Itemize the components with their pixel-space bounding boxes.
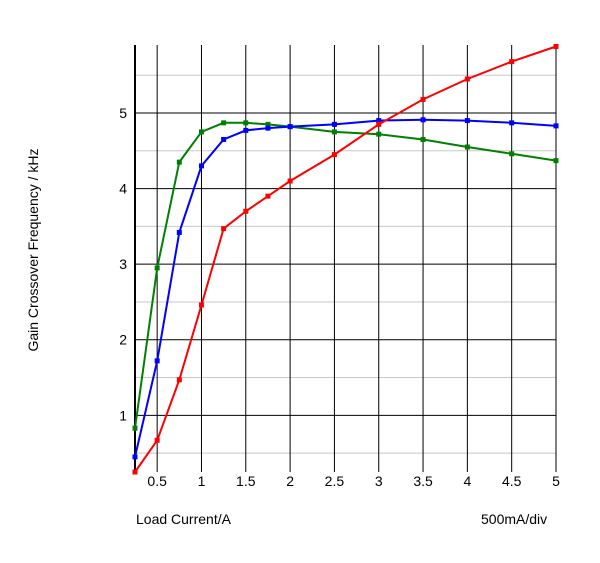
data-point <box>464 144 470 150</box>
data-point <box>509 120 515 126</box>
data-point <box>464 118 470 124</box>
data-point <box>176 377 182 383</box>
data-point <box>376 131 382 137</box>
data-point <box>132 425 138 431</box>
data-point <box>420 136 426 142</box>
data-point <box>331 129 337 135</box>
data-point <box>509 151 515 157</box>
data-point <box>265 125 271 131</box>
y-tick-label: 1 <box>119 407 127 423</box>
grid-lines <box>135 45 557 472</box>
data-point <box>132 454 138 460</box>
data-point <box>154 265 160 271</box>
y-tick-label: 5 <box>119 105 127 121</box>
series-1 <box>132 120 559 431</box>
y-tick-labels: 1 2 3 4 5 <box>119 105 127 423</box>
y-tick-label: 4 <box>119 181 127 197</box>
data-point <box>464 76 470 82</box>
data-point <box>198 302 204 308</box>
data-point <box>176 159 182 165</box>
x-scale-note: 500mA/div <box>481 511 548 527</box>
data-point <box>553 44 559 50</box>
data-point <box>198 129 204 135</box>
data-point <box>221 120 227 126</box>
x-tick-label: 3 <box>375 473 383 489</box>
data-point <box>243 120 249 126</box>
x-tick-label: 1 <box>198 473 206 489</box>
x-tick-label: 4.5 <box>502 473 522 489</box>
data-point <box>287 124 293 130</box>
data-point <box>287 178 293 184</box>
data-point <box>221 136 227 142</box>
data-point <box>154 358 160 364</box>
data-point <box>376 118 382 124</box>
data-point <box>553 158 559 164</box>
data-point <box>265 121 271 127</box>
x-tick-label: 2.5 <box>325 473 345 489</box>
x-tick-labels: 0.5 1 1.5 2 2.5 3 3.5 4 4.5 5 <box>147 473 560 489</box>
data-point <box>176 229 182 235</box>
series-line <box>134 45 557 473</box>
series-line <box>134 118 557 458</box>
y-axis-title: Gain Crossover Frequency / kHz <box>25 148 41 352</box>
data-point <box>376 121 382 127</box>
data-point <box>132 469 138 475</box>
y-tick-label: 2 <box>119 332 127 348</box>
data-point <box>154 437 160 443</box>
data-point <box>420 96 426 102</box>
x-axis-title: Load Current/A <box>136 511 231 527</box>
x-tick-label: 4 <box>463 473 471 489</box>
data-point <box>198 163 204 169</box>
y-tick-label: 3 <box>119 256 127 272</box>
x-tick-label: 3.5 <box>413 473 433 489</box>
series-line <box>134 121 557 429</box>
data-point <box>221 226 227 232</box>
data-point <box>420 117 426 123</box>
data-point <box>265 193 271 199</box>
data-series <box>132 44 559 475</box>
series-2 <box>132 117 559 460</box>
data-point <box>509 59 515 65</box>
x-tick-label: 2 <box>286 473 294 489</box>
data-point <box>243 208 249 214</box>
x-tick-label: 0.5 <box>147 473 167 489</box>
x-tick-label: 1.5 <box>236 473 256 489</box>
data-point <box>243 127 249 133</box>
data-point <box>553 123 559 129</box>
data-point <box>331 121 337 127</box>
data-point <box>331 152 337 158</box>
x-tick-label: 5 <box>552 473 560 489</box>
series-3 <box>132 44 559 475</box>
